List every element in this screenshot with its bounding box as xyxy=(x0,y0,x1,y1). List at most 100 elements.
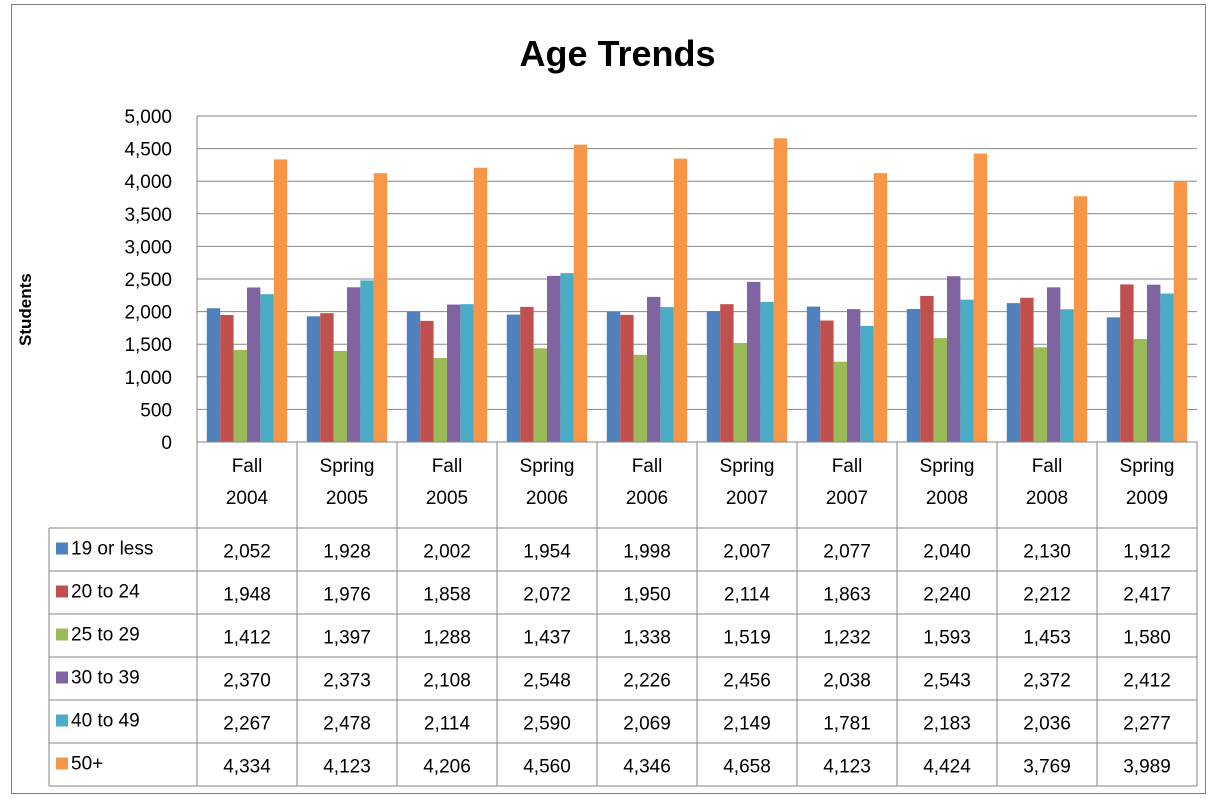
data-label: 1,998 xyxy=(623,542,671,563)
bar xyxy=(820,320,834,442)
data-label: 1,912 xyxy=(1123,542,1171,563)
category-label: Fall xyxy=(232,456,263,477)
bar xyxy=(1120,284,1134,442)
data-label: 1,453 xyxy=(1023,628,1071,649)
legend-label: 19 or less xyxy=(71,539,153,560)
bar xyxy=(1147,284,1161,442)
bar xyxy=(306,316,321,442)
data-label: 4,206 xyxy=(423,757,471,778)
y-tick-label: 4,000 xyxy=(124,172,172,193)
data-label: 2,069 xyxy=(623,714,671,735)
data-label: 1,976 xyxy=(323,585,371,606)
bar xyxy=(773,138,788,442)
bar xyxy=(373,173,388,442)
bar xyxy=(560,273,574,442)
bar xyxy=(347,287,361,442)
data-label: 3,989 xyxy=(1123,757,1171,778)
bar xyxy=(633,354,647,442)
bar xyxy=(406,311,421,442)
data-label: 2,478 xyxy=(323,714,371,735)
bar xyxy=(233,349,247,442)
bar xyxy=(806,306,821,442)
y-tick-label: 500 xyxy=(140,400,172,421)
bar xyxy=(973,153,988,442)
y-tick-label: 2,000 xyxy=(124,303,172,324)
data-label: 4,123 xyxy=(823,757,871,778)
category-label: 2008 xyxy=(926,488,968,509)
data-label: 4,334 xyxy=(223,757,271,778)
category-label: 2008 xyxy=(1026,488,1068,509)
data-label: 2,052 xyxy=(223,542,271,563)
bar xyxy=(360,280,374,442)
category-label: 2009 xyxy=(1126,488,1168,509)
category-label: 2005 xyxy=(426,488,468,509)
bar xyxy=(606,311,621,442)
data-label: 2,183 xyxy=(923,714,971,735)
bar xyxy=(706,311,721,442)
bar xyxy=(673,158,688,442)
category-label: 2004 xyxy=(226,488,269,509)
legend-label: 25 to 29 xyxy=(71,625,140,646)
y-tick-label: 4,500 xyxy=(124,140,172,161)
data-label: 2,590 xyxy=(523,714,571,735)
data-label: 1,858 xyxy=(423,585,471,606)
data-label: 2,412 xyxy=(1123,671,1171,692)
bar xyxy=(1106,317,1121,442)
data-label: 1,232 xyxy=(823,628,871,649)
data-label: 1,338 xyxy=(623,628,671,649)
category-label: 2006 xyxy=(626,488,668,509)
bar xyxy=(273,159,288,442)
category-label: Spring xyxy=(1120,456,1175,477)
category-label: Spring xyxy=(720,456,775,477)
category-label: Fall xyxy=(632,456,663,477)
bar xyxy=(660,307,674,442)
data-label: 2,007 xyxy=(723,542,771,563)
bar xyxy=(220,314,234,442)
data-label: 4,560 xyxy=(523,757,571,778)
category-label: Spring xyxy=(920,456,975,477)
bar xyxy=(747,281,761,442)
bar xyxy=(320,313,334,442)
data-label: 2,226 xyxy=(623,671,671,692)
category-label: Fall xyxy=(1032,456,1063,477)
data-label: 1,593 xyxy=(923,628,971,649)
data-label: 2,212 xyxy=(1023,585,1071,606)
bar xyxy=(1033,347,1047,442)
data-label: 1,580 xyxy=(1123,628,1171,649)
bar xyxy=(1173,181,1188,442)
bar xyxy=(1020,297,1034,442)
data-label: 2,543 xyxy=(923,671,971,692)
data-label: 2,040 xyxy=(923,542,971,563)
category-label: 2005 xyxy=(326,488,368,509)
bar xyxy=(547,275,561,442)
data-label: 4,658 xyxy=(723,757,771,778)
data-label: 1,397 xyxy=(323,628,371,649)
bar xyxy=(1160,293,1174,442)
data-label: 2,417 xyxy=(1123,585,1171,606)
data-label: 2,373 xyxy=(323,671,371,692)
category-label: 2006 xyxy=(526,488,568,509)
bar xyxy=(960,299,974,442)
legend-label: 40 to 49 xyxy=(71,711,140,732)
bar xyxy=(1133,338,1147,442)
chart-title: Age Trends xyxy=(519,33,716,74)
data-label: 1,928 xyxy=(323,542,371,563)
data-label: 2,267 xyxy=(223,714,271,735)
bar xyxy=(447,304,461,442)
bar xyxy=(720,304,734,442)
data-label: 2,002 xyxy=(423,542,471,563)
y-tick-label: 5,000 xyxy=(124,107,172,128)
bar xyxy=(473,167,488,442)
legend-swatch xyxy=(56,757,68,770)
data-label: 1,950 xyxy=(623,585,671,606)
bar xyxy=(920,295,934,442)
data-label: 2,370 xyxy=(223,671,271,692)
data-label: 2,036 xyxy=(1023,714,1071,735)
legend-swatch xyxy=(56,585,68,598)
bar xyxy=(1073,196,1088,442)
bar xyxy=(1006,303,1021,442)
bar xyxy=(573,144,588,443)
data-label: 2,130 xyxy=(1023,542,1071,563)
bar xyxy=(620,314,634,442)
